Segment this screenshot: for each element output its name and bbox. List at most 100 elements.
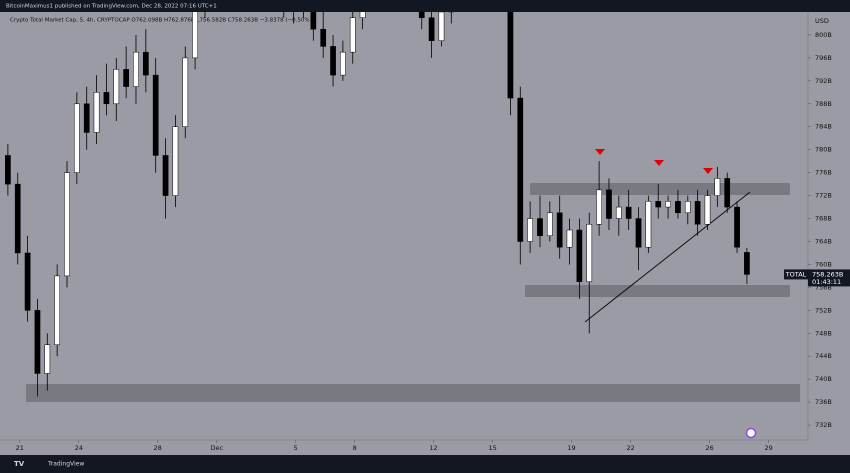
candle-body	[133, 51, 139, 87]
y-tick-label: 748B	[815, 329, 832, 337]
y-tick-label: 732B	[815, 421, 832, 429]
candle-body	[556, 212, 563, 248]
candle-body	[645, 201, 652, 248]
candle-body	[74, 103, 80, 173]
candle-body	[665, 201, 671, 208]
x-tick-label: 19	[567, 444, 575, 452]
y-tick-label: 764B	[815, 237, 832, 245]
publisher: BitcoinMaximus1 published on TradingView…	[6, 4, 217, 10]
candle-body	[152, 74, 159, 156]
candle-body	[635, 218, 642, 248]
y-tick-label: 796B	[815, 54, 832, 62]
y-tick-label: 772B	[815, 192, 832, 200]
candle-body	[655, 201, 662, 208]
candle-body	[566, 229, 573, 248]
price-tag-value: 758.263B	[812, 270, 843, 278]
x-tick-label: 15	[489, 444, 497, 452]
candle-body	[517, 97, 524, 242]
candle-body	[320, 28, 327, 47]
y-tick-label: 788B	[815, 100, 832, 108]
x-tick-label: 22	[626, 444, 634, 452]
x-tick-label: 21	[16, 444, 24, 452]
candle-body	[310, 12, 317, 30]
candle-body	[172, 126, 179, 196]
candle-body	[192, 12, 198, 59]
candle-body	[113, 69, 120, 105]
candle-body	[34, 310, 41, 374]
x-tick-label: 26	[705, 444, 713, 452]
currency: USD	[815, 17, 829, 25]
candle-body	[675, 201, 681, 214]
candle-body	[546, 212, 553, 237]
support-zone	[525, 285, 790, 297]
candle-body	[142, 51, 149, 76]
y-tick-label: 740B	[815, 375, 832, 383]
candle-body	[5, 155, 11, 185]
price-axis	[808, 12, 850, 440]
plot-area	[0, 12, 808, 440]
x-tick-label: 12	[429, 444, 437, 452]
legend: Crypto Total Market Cap, 5, 4h, CRYPTOCA…	[10, 18, 312, 24]
logo-mark: TV	[14, 460, 25, 468]
y-tick-label: 776B	[815, 169, 832, 177]
y-tick-label: 784B	[815, 123, 832, 131]
price-tag-name-bg	[784, 269, 808, 280]
plot	[5, 12, 800, 402]
y-tick-label: 780B	[815, 146, 832, 154]
y-tick-label: 744B	[815, 352, 832, 360]
candle-body	[734, 206, 740, 248]
candle-body	[123, 69, 129, 87]
candle-body	[64, 172, 70, 277]
candle-body	[537, 218, 543, 237]
candle-body	[507, 12, 514, 99]
y-tick-label: 752B	[815, 306, 832, 314]
x-tick-label: 28	[154, 444, 162, 452]
candle-body	[54, 275, 61, 346]
x-tick-label: Dec	[210, 444, 223, 452]
x-tick-label: 29	[764, 444, 772, 452]
candle-body	[615, 206, 622, 219]
candle-body	[438, 12, 445, 41]
y-tick-label: 736B	[815, 398, 832, 406]
candle-body	[596, 189, 602, 225]
y-tick-label: 768B	[815, 215, 832, 223]
candle-body	[724, 178, 731, 208]
price-tag-name: TOTAL	[785, 270, 807, 278]
candle-body	[340, 51, 346, 76]
y-tick-label: 756B	[815, 283, 832, 291]
candle-body	[359, 12, 366, 18]
x-tick-label: 24	[75, 444, 83, 452]
resistance-zone	[530, 183, 790, 195]
candle-body	[586, 224, 593, 282]
y-tick-label: 760B	[815, 260, 832, 268]
candle-body	[527, 218, 533, 242]
candle-body	[714, 178, 721, 196]
candle-body	[576, 229, 583, 282]
candle-body	[14, 183, 21, 254]
x-tick-label: 5	[294, 444, 298, 452]
candle-body	[349, 17, 356, 53]
candle-body	[684, 201, 691, 214]
top-marker	[654, 160, 664, 166]
candle-body	[162, 155, 169, 196]
candle-body	[704, 195, 711, 225]
candle-body	[24, 252, 31, 311]
top-marker	[703, 168, 713, 174]
candle-body	[83, 103, 90, 133]
time-axis	[0, 440, 850, 455]
flash-icon[interactable]	[745, 427, 757, 439]
candle-body	[330, 46, 336, 76]
y-tick-label: 792B	[815, 77, 832, 85]
y-tick-label: 800B	[815, 31, 832, 39]
candle-body	[428, 17, 435, 41]
candle-body	[606, 189, 612, 219]
candle-body	[103, 92, 110, 105]
top-marker	[595, 149, 605, 155]
candle-body	[744, 252, 750, 275]
support-zone	[26, 384, 800, 402]
candle-body	[44, 344, 51, 374]
candle-body	[625, 206, 632, 219]
price-tag-bg	[808, 269, 850, 287]
